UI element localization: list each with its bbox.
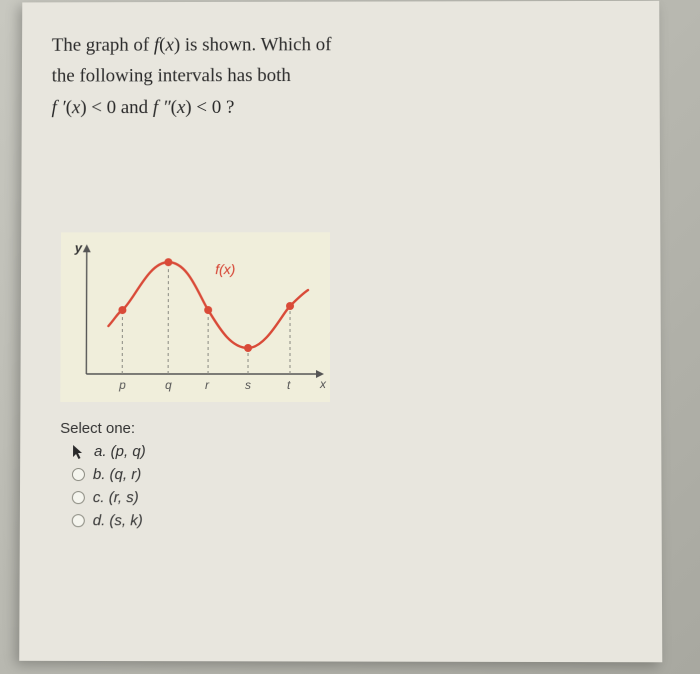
q-l3-d: ) < 0 and — [80, 97, 153, 118]
option-text-d: d. (s, k) — [93, 512, 143, 529]
option-a[interactable]: a. (p, q) — [72, 443, 631, 460]
radio-icon[interactable] — [72, 468, 85, 481]
q-l3-c: x — [72, 97, 80, 118]
cursor-icon — [72, 444, 86, 460]
q-l1-d: x — [165, 35, 173, 56]
curve-point-r — [204, 306, 212, 314]
x-axis-label: x — [319, 377, 327, 391]
curve-point-t — [286, 302, 294, 310]
question-line-1: The graph of f(x) is shown. Which of — [52, 29, 630, 61]
option-d[interactable]: d. (s, k) — [72, 512, 632, 530]
fx-label: f(x) — [215, 261, 235, 277]
q-l1-e: ) is shown. Which of — [174, 34, 332, 55]
chart-svg: yxpqrstf(x) — [60, 232, 330, 402]
radio-icon[interactable] — [72, 491, 85, 504]
question-page: The graph of f(x) is shown. Which of the… — [19, 1, 662, 662]
function-chart: yxpqrstf(x) — [60, 232, 330, 402]
q-l3-g: x — [177, 97, 185, 118]
y-axis-label: y — [74, 240, 83, 255]
option-text-a: a. (p, q) — [94, 443, 146, 460]
curve-point-p — [118, 306, 126, 314]
answers-block: Select one: a. (p, q) b. (q, r) c. (r, s) d… — [60, 420, 632, 530]
q-l3-a: f ′ — [52, 97, 66, 118]
select-one-label: Select one: — [60, 420, 631, 437]
question-text: The graph of f(x) is shown. Which of the… — [51, 29, 629, 123]
options-container: a. (p, q) b. (q, r) c. (r, s) d. (s, k) — [60, 443, 632, 530]
option-text-c: c. (r, s) — [93, 489, 139, 506]
tick-label-q: q — [165, 378, 172, 392]
option-b[interactable]: b. (q, r) — [72, 466, 631, 484]
radio-icon[interactable] — [72, 514, 85, 527]
curve-point-s — [244, 344, 252, 352]
tick-label-p: p — [118, 378, 126, 392]
q-l3-h: ) < 0 ? — [185, 97, 234, 118]
q-l3-e: f ″ — [153, 97, 171, 118]
question-line-3: f ′(x) < 0 and f ″(x) < 0 ? — [51, 91, 629, 123]
curve-point-q — [164, 258, 172, 266]
option-c[interactable]: c. (r, s) — [72, 489, 632, 507]
option-text-b: b. (q, r) — [93, 466, 141, 483]
question-line-2: the following intervals has both — [52, 60, 630, 92]
q-l1-a: The graph of — [52, 35, 154, 56]
tick-label-s: s — [245, 378, 251, 392]
